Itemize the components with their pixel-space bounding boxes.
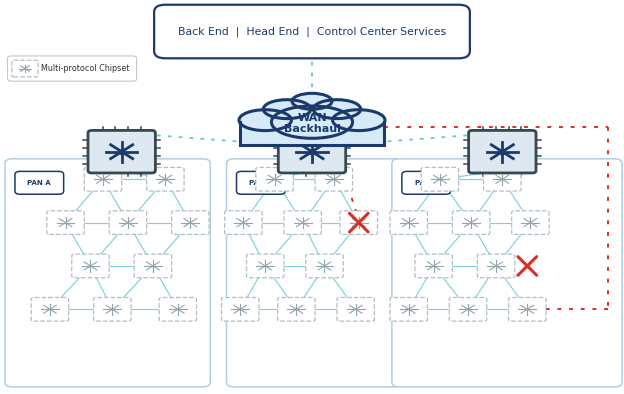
FancyBboxPatch shape [392,159,622,387]
Bar [240,119,384,145]
FancyBboxPatch shape [340,211,378,234]
FancyBboxPatch shape [306,254,343,278]
FancyBboxPatch shape [452,211,490,234]
Ellipse shape [333,110,385,131]
FancyBboxPatch shape [278,297,315,321]
FancyBboxPatch shape [278,130,346,173]
FancyBboxPatch shape [512,211,549,234]
Text: PAN A: PAN A [27,180,51,186]
FancyBboxPatch shape [222,297,259,321]
FancyBboxPatch shape [402,171,451,194]
FancyBboxPatch shape [256,167,293,191]
FancyBboxPatch shape [449,297,487,321]
FancyBboxPatch shape [109,211,147,234]
Ellipse shape [263,100,311,119]
FancyBboxPatch shape [390,297,427,321]
FancyBboxPatch shape [390,211,427,234]
FancyBboxPatch shape [88,130,155,173]
Ellipse shape [313,100,361,119]
FancyBboxPatch shape [337,297,374,321]
FancyBboxPatch shape [246,254,284,278]
FancyBboxPatch shape [484,167,521,191]
FancyBboxPatch shape [154,5,470,58]
Text: Multi-protocol Chipset: Multi-protocol Chipset [41,64,130,73]
FancyBboxPatch shape [477,254,515,278]
FancyBboxPatch shape [72,254,109,278]
FancyBboxPatch shape [159,297,197,321]
FancyBboxPatch shape [315,167,353,191]
Ellipse shape [292,93,332,109]
FancyBboxPatch shape [172,211,209,234]
FancyBboxPatch shape [7,56,137,81]
Text: Back End  |  Head End  |  Control Center Services: Back End | Head End | Control Center Ser… [178,26,446,37]
FancyBboxPatch shape [134,254,172,278]
Text: WAN
Backhaul: WAN Backhaul [283,113,341,134]
Text: PAN B: PAN B [249,180,273,186]
FancyBboxPatch shape [147,167,184,191]
FancyBboxPatch shape [94,297,131,321]
FancyBboxPatch shape [227,159,401,387]
FancyBboxPatch shape [15,171,64,194]
FancyBboxPatch shape [469,130,536,173]
Ellipse shape [271,106,353,138]
FancyBboxPatch shape [225,211,262,234]
FancyBboxPatch shape [84,167,122,191]
FancyBboxPatch shape [415,254,452,278]
FancyBboxPatch shape [47,211,84,234]
FancyBboxPatch shape [284,211,321,234]
Ellipse shape [239,110,291,131]
FancyBboxPatch shape [236,171,285,194]
FancyBboxPatch shape [12,60,38,77]
FancyBboxPatch shape [509,297,546,321]
FancyBboxPatch shape [31,297,69,321]
FancyBboxPatch shape [421,167,459,191]
FancyBboxPatch shape [5,159,210,387]
Text: PAN C: PAN C [414,180,438,186]
